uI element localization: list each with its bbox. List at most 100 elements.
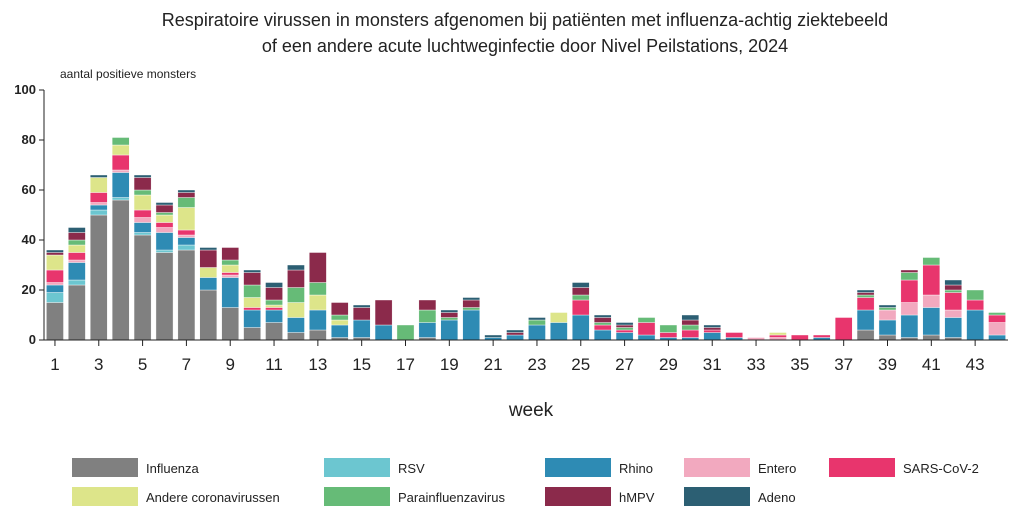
- bar-segment: [221, 307, 239, 341]
- bar-segment: [944, 292, 962, 311]
- x-tick-label: 17: [396, 355, 415, 374]
- bar-segment: [90, 204, 108, 211]
- bar-segment: [352, 319, 371, 338]
- bar-segment: [90, 174, 108, 178]
- bar-segment: [462, 307, 480, 311]
- bar-segment: [265, 299, 283, 306]
- bar-segment: [528, 317, 546, 321]
- bar-segment: [68, 252, 86, 261]
- bar-segment: [90, 202, 108, 206]
- legend-swatch: [324, 487, 390, 506]
- bar-segment: [177, 237, 196, 246]
- bar-segment: [681, 329, 700, 338]
- bar-segment: [615, 329, 634, 333]
- bar-segment: [221, 277, 239, 308]
- bar-segment: [287, 264, 305, 271]
- bar-segment: [352, 307, 371, 321]
- bar-segment: [572, 299, 590, 316]
- bar-segment: [856, 329, 875, 341]
- bar-segment: [265, 309, 283, 323]
- legend-swatch: [684, 487, 750, 506]
- bar-segment: [177, 197, 196, 208]
- bar-segment: [572, 282, 590, 288]
- bar-segment: [46, 302, 64, 341]
- bar-segment: [331, 324, 349, 338]
- bar-segment: [944, 279, 962, 286]
- bar-segment: [199, 267, 218, 278]
- x-tick-label: 41: [922, 355, 941, 374]
- bar-segment: [659, 324, 678, 333]
- bar-segment: [528, 324, 546, 341]
- legend-swatch: [684, 458, 750, 477]
- bar-segment: [155, 204, 174, 213]
- y-tick-label: 40: [22, 232, 36, 247]
- bar-segment: [287, 302, 305, 318]
- y-tick-label: 0: [29, 332, 36, 347]
- bar-segment: [572, 287, 590, 296]
- bar-segment: [287, 317, 305, 333]
- bar-segment: [199, 289, 218, 341]
- bar-segment: [68, 227, 86, 233]
- legend-swatch: [829, 458, 895, 477]
- bar-segment: [111, 169, 130, 173]
- bar-segment: [834, 317, 853, 341]
- bar-segment: [396, 324, 415, 341]
- bar-segment: [46, 284, 64, 293]
- bar-segment: [352, 304, 371, 308]
- bar-segment: [133, 174, 152, 178]
- bar-segment: [900, 302, 919, 316]
- bar-segment: [791, 334, 809, 341]
- bar-segment: [878, 309, 897, 321]
- bar-segment: [572, 294, 590, 301]
- x-tick-label: 27: [615, 355, 634, 374]
- x-tick-label: 11: [265, 355, 283, 374]
- x-tick-label: 39: [878, 355, 897, 374]
- x-tick-label: 9: [225, 355, 234, 374]
- bar-segment: [243, 307, 261, 311]
- bar-segment: [900, 279, 919, 303]
- bar-segment: [111, 137, 130, 146]
- bar-segment: [440, 312, 459, 318]
- bar-segment: [46, 249, 64, 253]
- chart-title-line-1: Respiratoire virussen in monsters afgeno…: [162, 10, 888, 30]
- bar-segment: [133, 189, 152, 196]
- bar-segment: [309, 252, 327, 283]
- bar-segment: [46, 254, 64, 271]
- y-tick-label: 80: [22, 132, 36, 147]
- bar-segment: [944, 317, 962, 338]
- bar-segment: [155, 227, 174, 233]
- legend-swatch: [72, 458, 138, 477]
- legend-label: Andere coronavirussen: [146, 490, 280, 505]
- legend-swatch: [72, 487, 138, 506]
- bar-segment: [177, 192, 196, 198]
- bar-segment: [68, 262, 86, 281]
- bar-segment: [659, 332, 678, 338]
- bar-segment: [506, 332, 524, 336]
- bar-segment: [856, 294, 875, 298]
- bar-segment: [703, 327, 721, 331]
- bar-segment: [769, 332, 787, 336]
- bar-segment: [922, 334, 941, 341]
- bar-segment: [593, 314, 612, 318]
- bar-segment: [703, 329, 721, 333]
- bar-segment: [506, 329, 524, 333]
- bar-segment: [177, 249, 196, 341]
- bar-segment: [243, 297, 261, 308]
- bar-segment: [133, 217, 152, 223]
- bar-segment: [418, 309, 437, 323]
- bar-segment: [725, 332, 743, 338]
- bar-segment: [966, 299, 984, 311]
- bar-segment: [243, 309, 261, 328]
- bar-segment: [331, 319, 349, 326]
- bar-segment: [703, 332, 721, 341]
- bar-segment: [243, 269, 261, 273]
- x-tick-label: 43: [966, 355, 985, 374]
- bar-segment: [265, 322, 283, 341]
- legend-swatch: [545, 487, 611, 506]
- bar-segment: [593, 322, 612, 326]
- bar-segment: [133, 232, 152, 236]
- bar-segment: [681, 319, 700, 326]
- bar-segment: [46, 269, 64, 283]
- bar-segment: [221, 272, 239, 276]
